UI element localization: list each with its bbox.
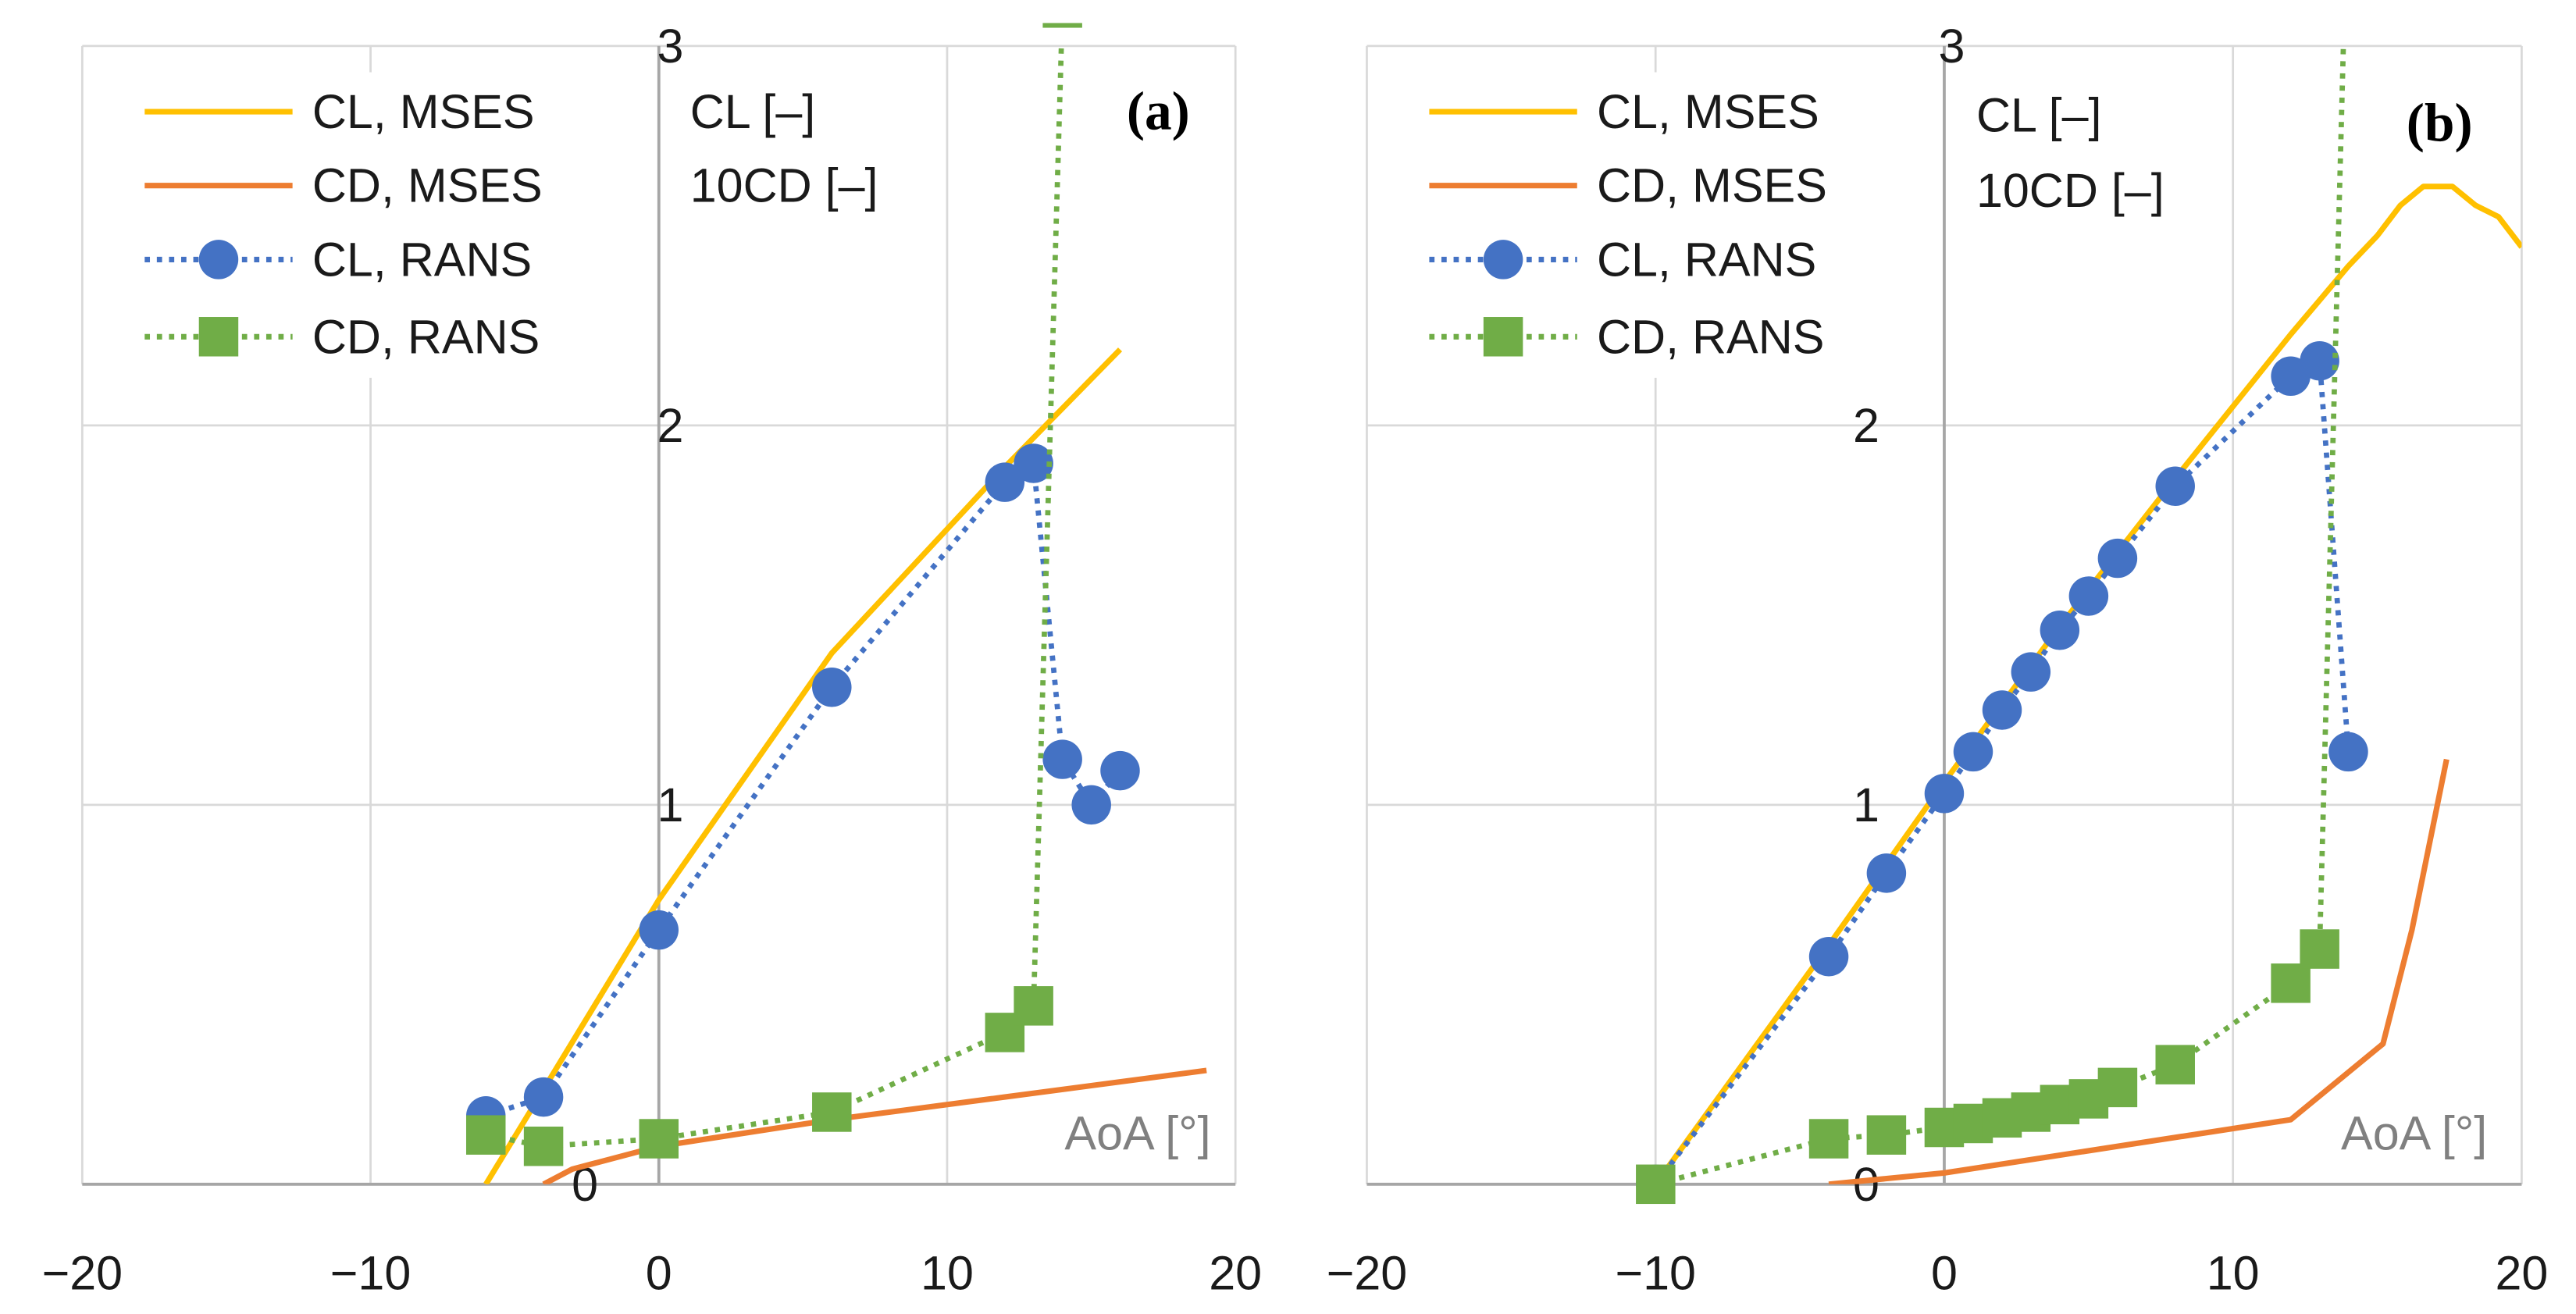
data-point-cl-rans bbox=[812, 667, 852, 707]
data-point-cl-rans bbox=[1100, 750, 1140, 791]
series-markers-cd-rans bbox=[465, 23, 1082, 1166]
x-tick-label: 10 bbox=[921, 1246, 974, 1299]
series-markers-cd-rans bbox=[1636, 929, 2339, 1205]
data-point-cl-rans bbox=[523, 1077, 564, 1117]
data-point-cl-rans bbox=[985, 462, 1025, 502]
data-point-cd-rans bbox=[523, 1126, 564, 1166]
legend-label: CL, MSES bbox=[312, 85, 535, 138]
x-tick-label: −10 bbox=[330, 1246, 411, 1299]
x-tick-label: 10 bbox=[2207, 1246, 2260, 1299]
data-point-cd-rans bbox=[1014, 986, 1053, 1026]
data-point-cl-rans bbox=[2068, 576, 2109, 616]
legend-background bbox=[95, 72, 575, 378]
data-point-cl-rans bbox=[2097, 538, 2138, 579]
legend-label: CD, MSES bbox=[312, 159, 543, 212]
legend: CL, MSES CD, MSES CL, RANS CD, RANS bbox=[1380, 72, 1860, 378]
data-point-cl-rans bbox=[1953, 732, 1993, 772]
series-line-cl-mses bbox=[1653, 183, 2522, 1184]
data-point-cd-rans bbox=[2155, 1045, 2195, 1084]
data-point-cl-rans bbox=[2271, 356, 2311, 397]
series-cd-rans bbox=[465, 23, 1082, 1166]
legend-entry-cd-mses: CD, MSES bbox=[144, 159, 543, 212]
y-tick-label: 3 bbox=[1938, 20, 1965, 73]
data-point-cd-rans bbox=[1866, 1115, 1907, 1155]
legend-entry-cd-rans: CD, RANS bbox=[144, 310, 540, 363]
series-line-cd-mses bbox=[542, 1067, 1207, 1184]
data-point-cd-rans bbox=[465, 1115, 506, 1155]
legend-entry-cd-mses: CD, MSES bbox=[1429, 159, 1827, 212]
legend-label: CD, MSES bbox=[1597, 159, 1827, 212]
x-tick-label: −10 bbox=[1615, 1246, 1695, 1299]
y-axis-title-line: 10CD [–] bbox=[1976, 164, 2164, 217]
data-point-cl-rans bbox=[1982, 690, 2022, 730]
y-tick-label: 3 bbox=[657, 20, 684, 73]
data-point-cd-rans bbox=[812, 1092, 852, 1132]
series-cd-mses bbox=[1828, 758, 2450, 1184]
legend-label: CL, MSES bbox=[1597, 85, 1819, 138]
legend-background bbox=[1380, 72, 1860, 378]
data-point-cl-rans bbox=[2040, 610, 2080, 650]
data-point-cl-rans bbox=[1042, 739, 1082, 779]
data-point-cd-rans bbox=[2097, 1067, 2138, 1108]
legend-entry-cl-mses: CL, MSES bbox=[1429, 85, 1819, 138]
data-point-cl-rans bbox=[1866, 853, 1907, 893]
data-point-cl-rans bbox=[1014, 443, 1053, 483]
legend-entry-cd-rans: CD, RANS bbox=[1429, 310, 1824, 363]
panel-label: (b) bbox=[2407, 93, 2473, 153]
series-cd-mses bbox=[542, 1067, 1207, 1184]
x-axis-title: AoA [°] bbox=[2341, 1107, 2487, 1160]
legend-entry-cl-mses: CL, MSES bbox=[144, 85, 535, 138]
legend-marker-swatch bbox=[1483, 317, 1523, 357]
legend-marker-swatch bbox=[198, 240, 239, 280]
y-tick-label: 2 bbox=[657, 399, 684, 452]
legend-label: CL, RANS bbox=[1597, 233, 1816, 286]
data-point-cl-rans bbox=[639, 910, 679, 950]
y-tick-label: 1 bbox=[1853, 778, 1879, 831]
legend: CL, MSES CD, MSES CL, RANS CD, RANS bbox=[95, 72, 575, 378]
series-cd-rans bbox=[1636, 45, 2346, 1205]
x-tick-label: 0 bbox=[1931, 1246, 1958, 1299]
y-tick-label: 0 bbox=[1853, 1158, 1879, 1211]
legend-marker-swatch bbox=[198, 317, 239, 357]
x-tick-label: 20 bbox=[2495, 1246, 2548, 1299]
legend-label: CL, RANS bbox=[312, 233, 532, 286]
legend-marker-swatch bbox=[1483, 240, 1523, 280]
data-point-cd-rans bbox=[2300, 929, 2339, 969]
legend-label: CD, RANS bbox=[312, 310, 540, 363]
panel-label: (a) bbox=[1127, 82, 1190, 142]
x-tick-label: 0 bbox=[646, 1246, 672, 1299]
data-point-cd-rans bbox=[1636, 1164, 1676, 1205]
series-cl-mses bbox=[1653, 183, 2522, 1184]
y-axis-title-line: CL [–] bbox=[690, 85, 815, 138]
legend-entry-cl-rans: CL, RANS bbox=[1429, 233, 1816, 286]
y-tick-label: 2 bbox=[1853, 399, 1879, 452]
series-cl-rans bbox=[1636, 340, 2368, 1205]
data-point-cl-rans bbox=[1071, 785, 1111, 825]
legend-entry-cl-rans: CL, RANS bbox=[144, 233, 532, 286]
y-axis-title-line: CL [–] bbox=[1976, 88, 2101, 141]
x-tick-label: −20 bbox=[1327, 1246, 1407, 1299]
data-point-cd-rans bbox=[2271, 963, 2311, 1003]
data-point-cd-rans bbox=[1042, 23, 1082, 28]
data-point-cl-rans bbox=[2300, 340, 2339, 381]
legend-label: CD, RANS bbox=[1597, 310, 1824, 363]
data-point-cl-rans bbox=[2011, 652, 2051, 692]
y-axis-title-line: 10CD [–] bbox=[690, 159, 878, 212]
x-axis-title: AoA [°] bbox=[1064, 1107, 1210, 1160]
x-tick-label: −20 bbox=[42, 1246, 123, 1299]
data-point-cl-rans bbox=[2328, 732, 2368, 772]
data-point-cd-rans bbox=[639, 1119, 679, 1159]
data-point-cd-rans bbox=[1808, 1119, 1849, 1159]
series-line-cd-mses bbox=[1828, 758, 2450, 1184]
data-point-cl-rans bbox=[1808, 936, 1849, 977]
y-tick-label: 1 bbox=[657, 778, 684, 831]
x-tick-label: 20 bbox=[1209, 1246, 1262, 1299]
data-point-cl-rans bbox=[2155, 466, 2195, 506]
data-point-cl-rans bbox=[1924, 774, 1965, 814]
